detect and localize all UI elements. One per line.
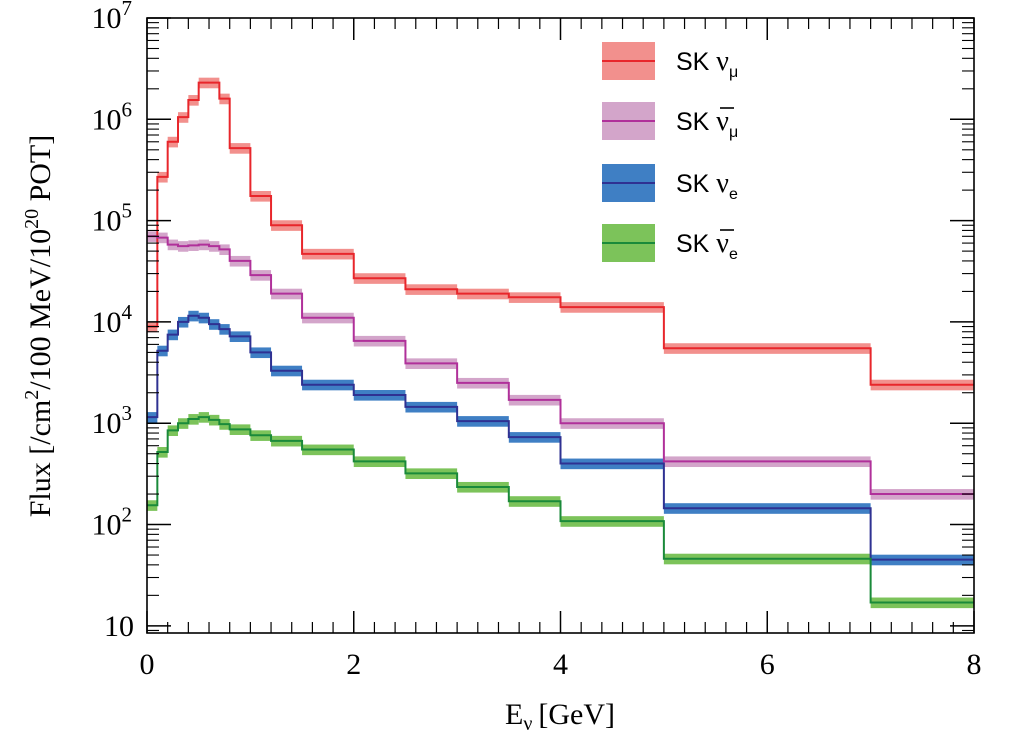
y-tick-label: 102: [92, 503, 133, 542]
legend: SK νμ SK νμ SK νe SK νe: [602, 42, 738, 263]
y-axis-label-part3: POT]: [24, 135, 57, 209]
plot-frame: [146, 17, 975, 634]
y-tick-label: 103: [92, 401, 133, 440]
legend-label: SK νμ: [676, 46, 738, 81]
x-tick-label: 0: [140, 648, 155, 681]
y-tick-label: 104: [92, 300, 133, 339]
series-line: [147, 235, 974, 496]
x-tick-label: 8: [967, 648, 982, 681]
x-tick-label: 6: [760, 648, 775, 681]
y-axis-label-part1: Flux [/cm: [24, 400, 57, 518]
x-tick-label: 2: [346, 648, 361, 681]
y-tick-label: 10: [104, 610, 134, 643]
series-lines: [147, 81, 974, 604]
y-axis-label: Flux [/cm2/100 MeV/1020 POT]: [21, 135, 57, 518]
series-line: [147, 416, 974, 604]
x-axis-label: Eν [GeV]: [505, 698, 615, 735]
y-axis-label-part2: /100 MeV/10: [24, 229, 57, 390]
x-tick-label: 4: [553, 648, 568, 681]
axis-ticks: 0 2 4 6 8 10 102 103 104 105 106 107: [92, 0, 982, 681]
y-tick-label: 105: [92, 199, 133, 238]
y-axis-label-sup2: 20: [21, 209, 43, 229]
series-line: [147, 81, 974, 386]
y-axis-label-sup1: 2: [21, 390, 43, 400]
x-axis-label-var: E: [505, 698, 523, 731]
y-tick-label: 107: [92, 0, 133, 35]
series-line: [147, 314, 974, 561]
legend-label: SK νμ: [676, 106, 738, 141]
legend-label: SK νe: [676, 168, 738, 203]
legend-label: SK νe: [676, 228, 738, 263]
x-axis-label-sub: ν: [523, 713, 532, 735]
y-tick-label: 106: [92, 97, 133, 136]
uncertainty-bands: [147, 77, 974, 609]
x-axis-label-unit: [GeV]: [538, 698, 615, 731]
